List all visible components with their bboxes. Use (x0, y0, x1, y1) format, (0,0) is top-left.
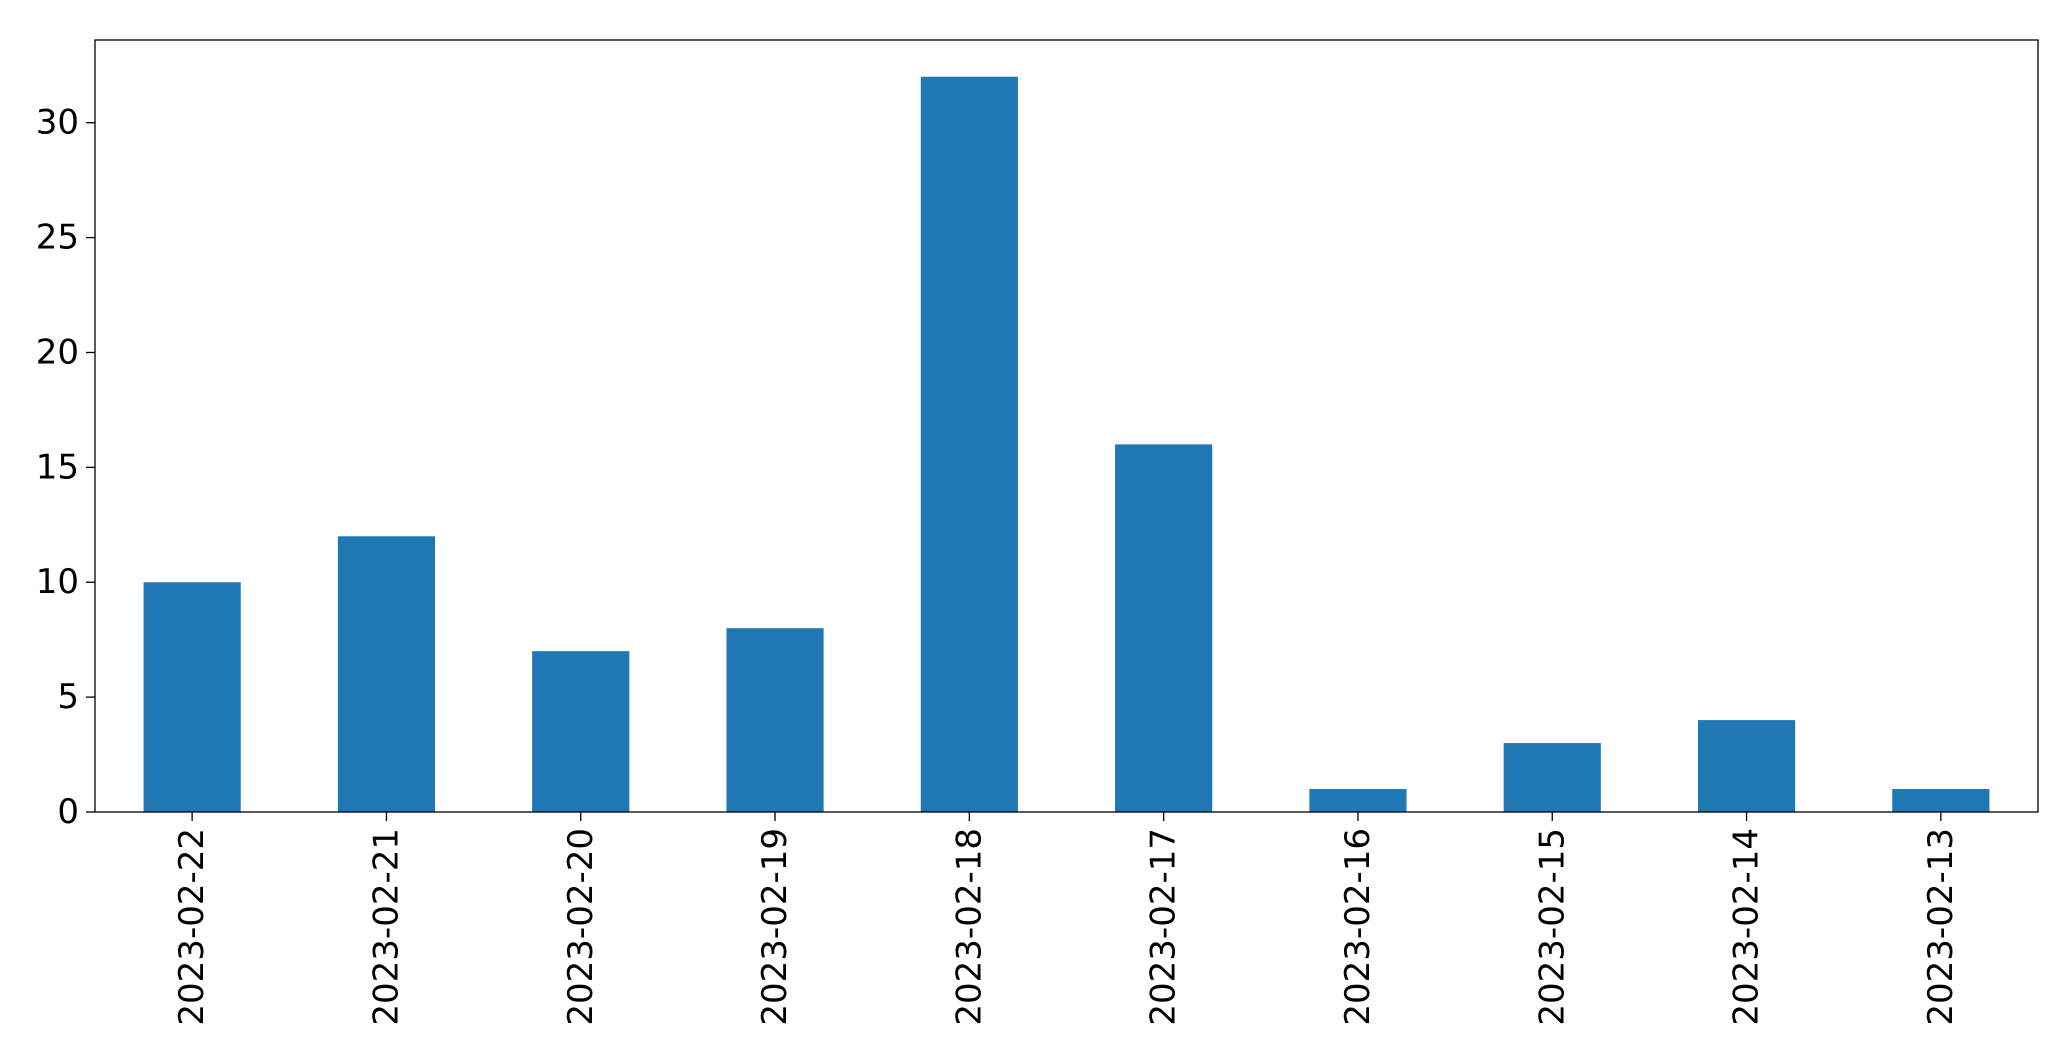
bar-2023-02-16 (1309, 789, 1407, 812)
y-tick-label: 30 (36, 103, 79, 143)
bar-2023-02-15 (1503, 743, 1601, 812)
bar-2023-02-18 (920, 76, 1018, 812)
y-tick-label: 10 (36, 562, 79, 602)
x-tick-label: 2023-02-19 (755, 828, 795, 1026)
x-tick-label: 2023-02-16 (1338, 828, 1378, 1026)
bar-2023-02-21 (337, 536, 436, 812)
y-tick-label: 25 (36, 218, 79, 258)
y-axis: 0 5 10 15 20 25 30 (36, 103, 95, 832)
x-tick-label: 2023-02-13 (1921, 828, 1961, 1026)
x-tick-label: 2023-02-22 (172, 828, 212, 1026)
y-tick-label: 0 (57, 792, 79, 832)
bar-2023-02-22 (143, 582, 241, 812)
bar-2023-02-13 (1892, 789, 1990, 812)
x-tick-label: 2023-02-17 (1144, 828, 1184, 1026)
bar-2023-02-17 (1115, 444, 1213, 812)
y-tick-label: 20 (36, 332, 79, 372)
x-tick-label: 2023-02-15 (1532, 828, 1572, 1026)
bar-2023-02-19 (726, 628, 824, 812)
x-tick-label: 2023-02-21 (366, 828, 406, 1026)
x-tick-label: 2023-02-18 (949, 828, 989, 1026)
x-axis: 2023-02-22 2023-02-21 2023-02-20 2023-02-19… (172, 812, 1961, 1026)
bar-2023-02-14 (1697, 720, 1796, 812)
plot-frame (94, 39, 2039, 813)
y-tick-label: 15 (36, 447, 79, 487)
x-tick-label: 2023-02-14 (1727, 828, 1767, 1026)
bar-2023-02-20 (532, 651, 630, 812)
y-tick-label: 5 (57, 677, 79, 717)
bars-layer (143, 76, 1990, 812)
x-tick-label: 2023-02-20 (561, 828, 601, 1026)
